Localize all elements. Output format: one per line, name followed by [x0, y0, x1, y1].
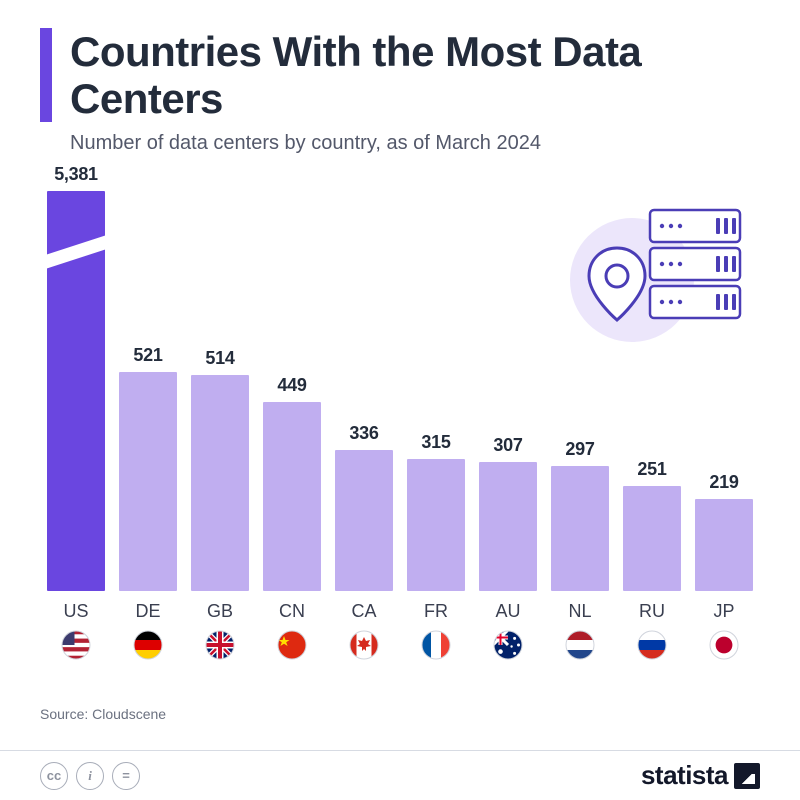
- nd-badge-icon: =: [112, 762, 140, 790]
- country-code-label: JP: [713, 601, 734, 622]
- flag-cn-icon: [277, 630, 307, 660]
- country-code-label: US: [63, 601, 88, 622]
- bar-value-label: 336: [349, 423, 378, 444]
- country-code-label: CA: [351, 601, 376, 622]
- bar-col-jp: 219 JP: [688, 472, 760, 660]
- chart-subtitle: Number of data centers by country, as of…: [70, 132, 760, 155]
- chart-title: Countries With the Most Data Centers: [70, 28, 760, 122]
- flag-ru-icon: [637, 630, 667, 660]
- bar-col-fr: 315 FR: [400, 432, 472, 660]
- country-code-label: GB: [207, 601, 233, 622]
- bar-col-de: 521 DE: [112, 345, 184, 660]
- flag-us-icon: [61, 630, 91, 660]
- brand-mark-icon: [734, 763, 760, 789]
- bar: [623, 486, 681, 591]
- axis-break-icon: [41, 234, 111, 271]
- flag-au-icon: [493, 630, 523, 660]
- bar: [479, 462, 537, 591]
- bar-col-ca: 336 CA: [328, 423, 400, 660]
- bar-value-label: 521: [133, 345, 162, 366]
- bar: [695, 499, 753, 591]
- brand-logo: statista: [641, 760, 760, 791]
- bar: [551, 466, 609, 591]
- bar: [335, 450, 393, 591]
- bar: [407, 459, 465, 591]
- country-code-label: FR: [424, 601, 448, 622]
- bar-col-nl: 297 NL: [544, 439, 616, 660]
- flag-jp-icon: [709, 630, 739, 660]
- source-label: Source: Cloudscene: [40, 706, 166, 722]
- title-accent-bar: [40, 28, 52, 122]
- bar-col-us: 5,381 US: [40, 164, 112, 660]
- country-code-label: AU: [495, 601, 520, 622]
- attribution-badge-icon: i: [76, 762, 104, 790]
- bar-value-label: 219: [709, 472, 738, 493]
- bar: [263, 402, 321, 591]
- bar-col-cn: 449 CN: [256, 375, 328, 660]
- bar-value-label: 307: [493, 435, 522, 456]
- footer: cc i = statista: [0, 750, 800, 800]
- cc-badge-icon: cc: [40, 762, 68, 790]
- infographic-root: Countries With the Most Data Centers Num…: [0, 0, 800, 800]
- bar: [47, 191, 105, 591]
- bar: [119, 372, 177, 591]
- license-badges: cc i =: [40, 762, 140, 790]
- bar-col-au: 307 AU: [472, 435, 544, 660]
- bar-col-gb: 514 GB: [184, 348, 256, 660]
- brand-text: statista: [641, 760, 728, 791]
- bar-value-label: 514: [205, 348, 234, 369]
- bar-value-label: 297: [565, 439, 594, 460]
- title-row: Countries With the Most Data Centers: [40, 28, 760, 122]
- country-code-label: DE: [135, 601, 160, 622]
- country-code-label: RU: [639, 601, 665, 622]
- bar-value-label: 251: [637, 459, 666, 480]
- flag-de-icon: [133, 630, 163, 660]
- flag-gb-icon: [205, 630, 235, 660]
- bar-col-ru: 251 RU: [616, 459, 688, 660]
- flag-nl-icon: [565, 630, 595, 660]
- country-code-label: NL: [568, 601, 591, 622]
- bar-value-label: 5,381: [54, 164, 98, 185]
- flag-ca-icon: [349, 630, 379, 660]
- flag-fr-icon: [421, 630, 451, 660]
- bar-value-label: 315: [421, 432, 450, 453]
- bar: [191, 375, 249, 591]
- bar-value-label: 449: [277, 375, 306, 396]
- country-code-label: CN: [279, 601, 305, 622]
- bar-chart: 5,381 US 521 DE 514 GB: [40, 190, 760, 660]
